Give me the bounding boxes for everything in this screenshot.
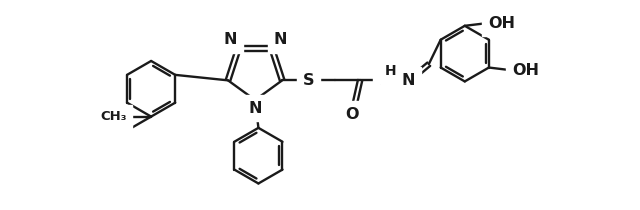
Text: N: N (273, 32, 287, 47)
Text: S: S (303, 73, 314, 88)
Text: N: N (223, 32, 237, 47)
Text: N: N (248, 101, 262, 116)
Text: H: H (385, 64, 397, 78)
Text: N: N (378, 73, 392, 88)
Text: OH: OH (488, 16, 515, 31)
Text: N: N (402, 73, 415, 88)
Text: CH₃: CH₃ (100, 110, 127, 123)
Text: O: O (346, 107, 359, 122)
Text: OH: OH (512, 63, 539, 78)
